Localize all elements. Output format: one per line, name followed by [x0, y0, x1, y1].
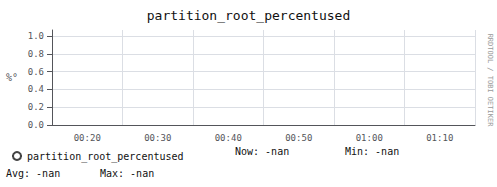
svg-text:00:40: 00:40 [215, 133, 242, 143]
svg-text:0.6: 0.6 [28, 67, 44, 77]
svg-text:00:50: 00:50 [285, 133, 312, 143]
svg-text:%°: %° [6, 72, 18, 83]
svg-text:0.2: 0.2 [28, 102, 44, 112]
svg-text:0.0: 0.0 [28, 120, 44, 130]
svg-text:Now: -nan: Now: -nan [235, 146, 289, 157]
svg-text:Max: -nan: Max: -nan [100, 168, 154, 179]
svg-text:partition_root_percentused: partition_root_percentused [147, 8, 351, 23]
svg-text:01:00: 01:00 [356, 133, 383, 143]
svg-text:Min: -nan: Min: -nan [345, 146, 399, 157]
svg-text:1.0: 1.0 [28, 31, 44, 41]
svg-text:partition_root_percentused: partition_root_percentused [27, 151, 184, 163]
svg-text:00:30: 00:30 [144, 133, 171, 143]
svg-text:Avg: -nan: Avg: -nan [6, 168, 60, 179]
svg-text:01:10: 01:10 [426, 133, 453, 143]
svg-text:0.8: 0.8 [28, 49, 44, 59]
svg-text:RRDTOOL / TOBI OETIKER: RRDTOOL / TOBI OETIKER [486, 34, 494, 128]
svg-text:00:20: 00:20 [74, 133, 101, 143]
svg-text:0.4: 0.4 [28, 84, 44, 94]
